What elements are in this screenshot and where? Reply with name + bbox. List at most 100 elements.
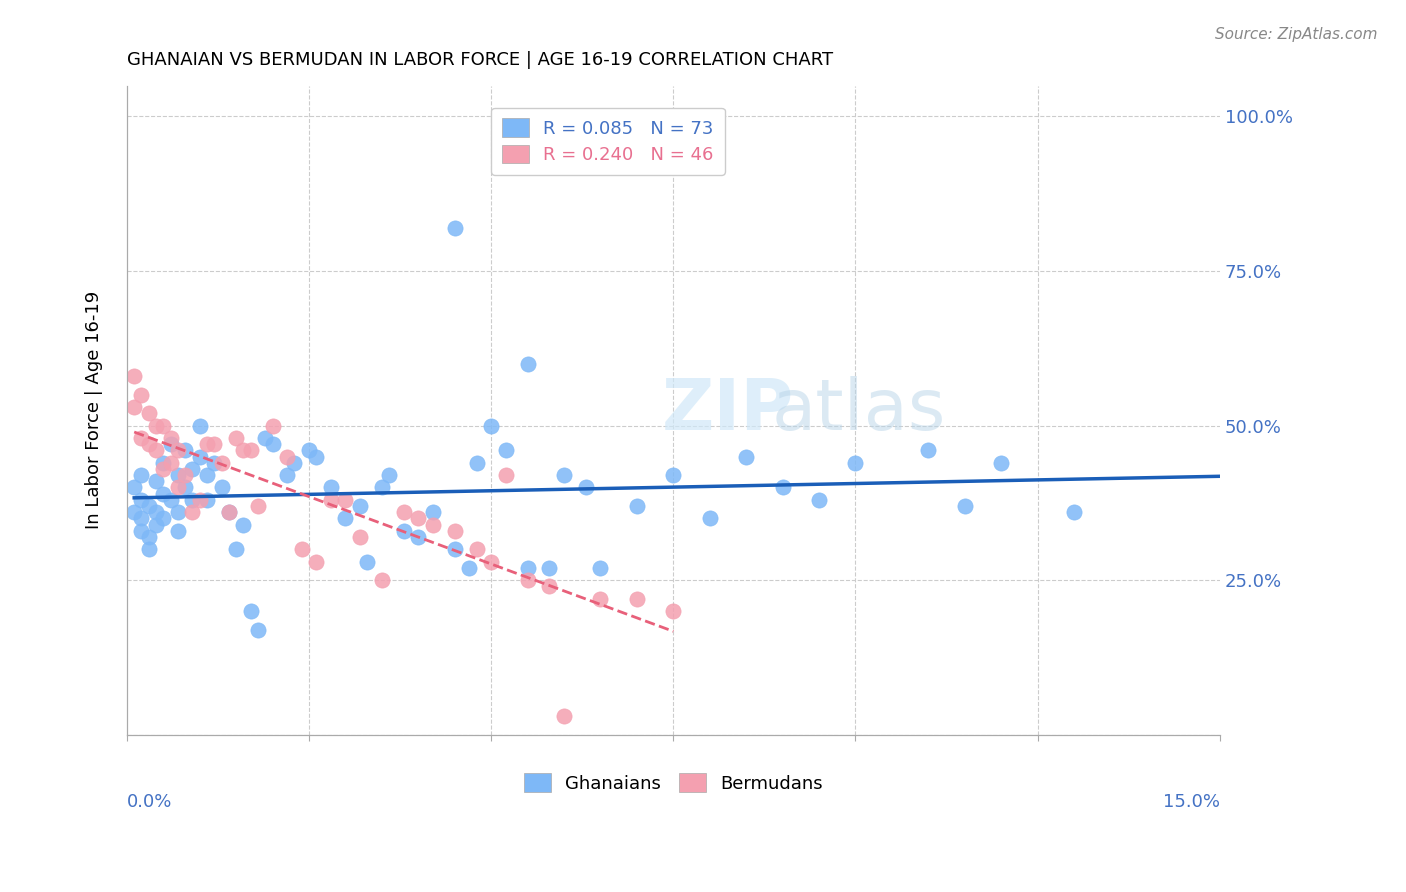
Point (319, 492, 342, 507)
Point (291, 542, 314, 557)
Point (218, 505, 240, 519)
Point (131, 387, 153, 401)
Point (772, 480, 794, 494)
Point (152, 462, 174, 476)
Point (575, 480, 598, 494)
Point (335, 492, 357, 507)
Point (167, 443, 190, 458)
Point (662, 468, 685, 483)
Point (232, 443, 254, 458)
Point (262, 437, 284, 451)
Point (378, 468, 401, 483)
Point (145, 418, 167, 433)
Point (145, 443, 167, 458)
Point (188, 492, 211, 507)
Point (167, 468, 190, 483)
Point (202, 437, 225, 451)
Point (225, 431, 247, 445)
Point (138, 530, 160, 544)
Point (145, 517, 167, 532)
Point (356, 555, 378, 569)
Point (254, 431, 277, 445)
Point (408, 530, 430, 544)
Point (225, 542, 247, 557)
Point (1063, 505, 1085, 519)
Point (145, 475, 167, 489)
Point (159, 492, 181, 507)
Point (458, 561, 481, 575)
Point (553, 468, 575, 483)
Point (239, 443, 262, 458)
Point (211, 456, 233, 470)
Point (181, 492, 204, 507)
Point (516, 573, 538, 587)
Point (211, 480, 233, 494)
Point (159, 431, 181, 445)
Point (319, 480, 342, 494)
Point (152, 511, 174, 525)
Point (188, 450, 211, 464)
Point (122, 480, 145, 494)
Y-axis label: In Labor Force | Age 16-19: In Labor Force | Age 16-19 (86, 291, 103, 529)
Point (131, 431, 153, 445)
Point (138, 437, 160, 451)
Text: GHANAIAN VS BERMUDAN IN LABOR FORCE | AGE 16-19 CORRELATION CHART: GHANAIAN VS BERMUDAN IN LABOR FORCE | AG… (127, 51, 832, 69)
Point (131, 524, 153, 538)
Point (138, 499, 160, 513)
Point (131, 492, 153, 507)
Point (239, 604, 262, 618)
Point (465, 542, 488, 557)
Point (131, 511, 153, 525)
Point (349, 499, 371, 513)
Point (232, 517, 254, 532)
Point (422, 505, 444, 519)
Point (167, 505, 190, 519)
Point (392, 524, 415, 538)
Point (276, 450, 298, 464)
Point (735, 450, 758, 464)
Point (305, 555, 328, 569)
Point (422, 517, 444, 532)
Point (276, 468, 298, 483)
Text: 0.0%: 0.0% (127, 793, 173, 811)
Point (174, 480, 197, 494)
Point (181, 462, 204, 476)
Point (699, 511, 721, 525)
Point (990, 456, 1012, 470)
Point (953, 499, 976, 513)
Point (188, 418, 211, 433)
Point (218, 505, 240, 519)
Point (122, 400, 145, 414)
Point (159, 437, 181, 451)
Point (152, 486, 174, 500)
Text: Source: ZipAtlas.com: Source: ZipAtlas.com (1215, 27, 1378, 42)
Point (479, 418, 502, 433)
Point (298, 443, 321, 458)
Point (443, 524, 465, 538)
Point (349, 530, 371, 544)
Point (247, 623, 270, 637)
Point (538, 561, 561, 575)
Point (247, 499, 270, 513)
Point (589, 561, 612, 575)
Point (174, 443, 197, 458)
Point (371, 573, 394, 587)
Point (138, 542, 160, 557)
Point (538, 579, 561, 593)
Point (122, 369, 145, 384)
Point (145, 505, 167, 519)
Point (465, 456, 488, 470)
Point (392, 505, 415, 519)
Point (283, 456, 305, 470)
Point (262, 418, 284, 433)
Point (662, 604, 685, 618)
Point (195, 492, 218, 507)
Point (195, 468, 218, 483)
Point (408, 511, 430, 525)
Point (174, 468, 197, 483)
Point (159, 456, 181, 470)
Point (844, 456, 866, 470)
Point (335, 511, 357, 525)
Point (495, 443, 517, 458)
Text: atlas: atlas (772, 376, 946, 444)
